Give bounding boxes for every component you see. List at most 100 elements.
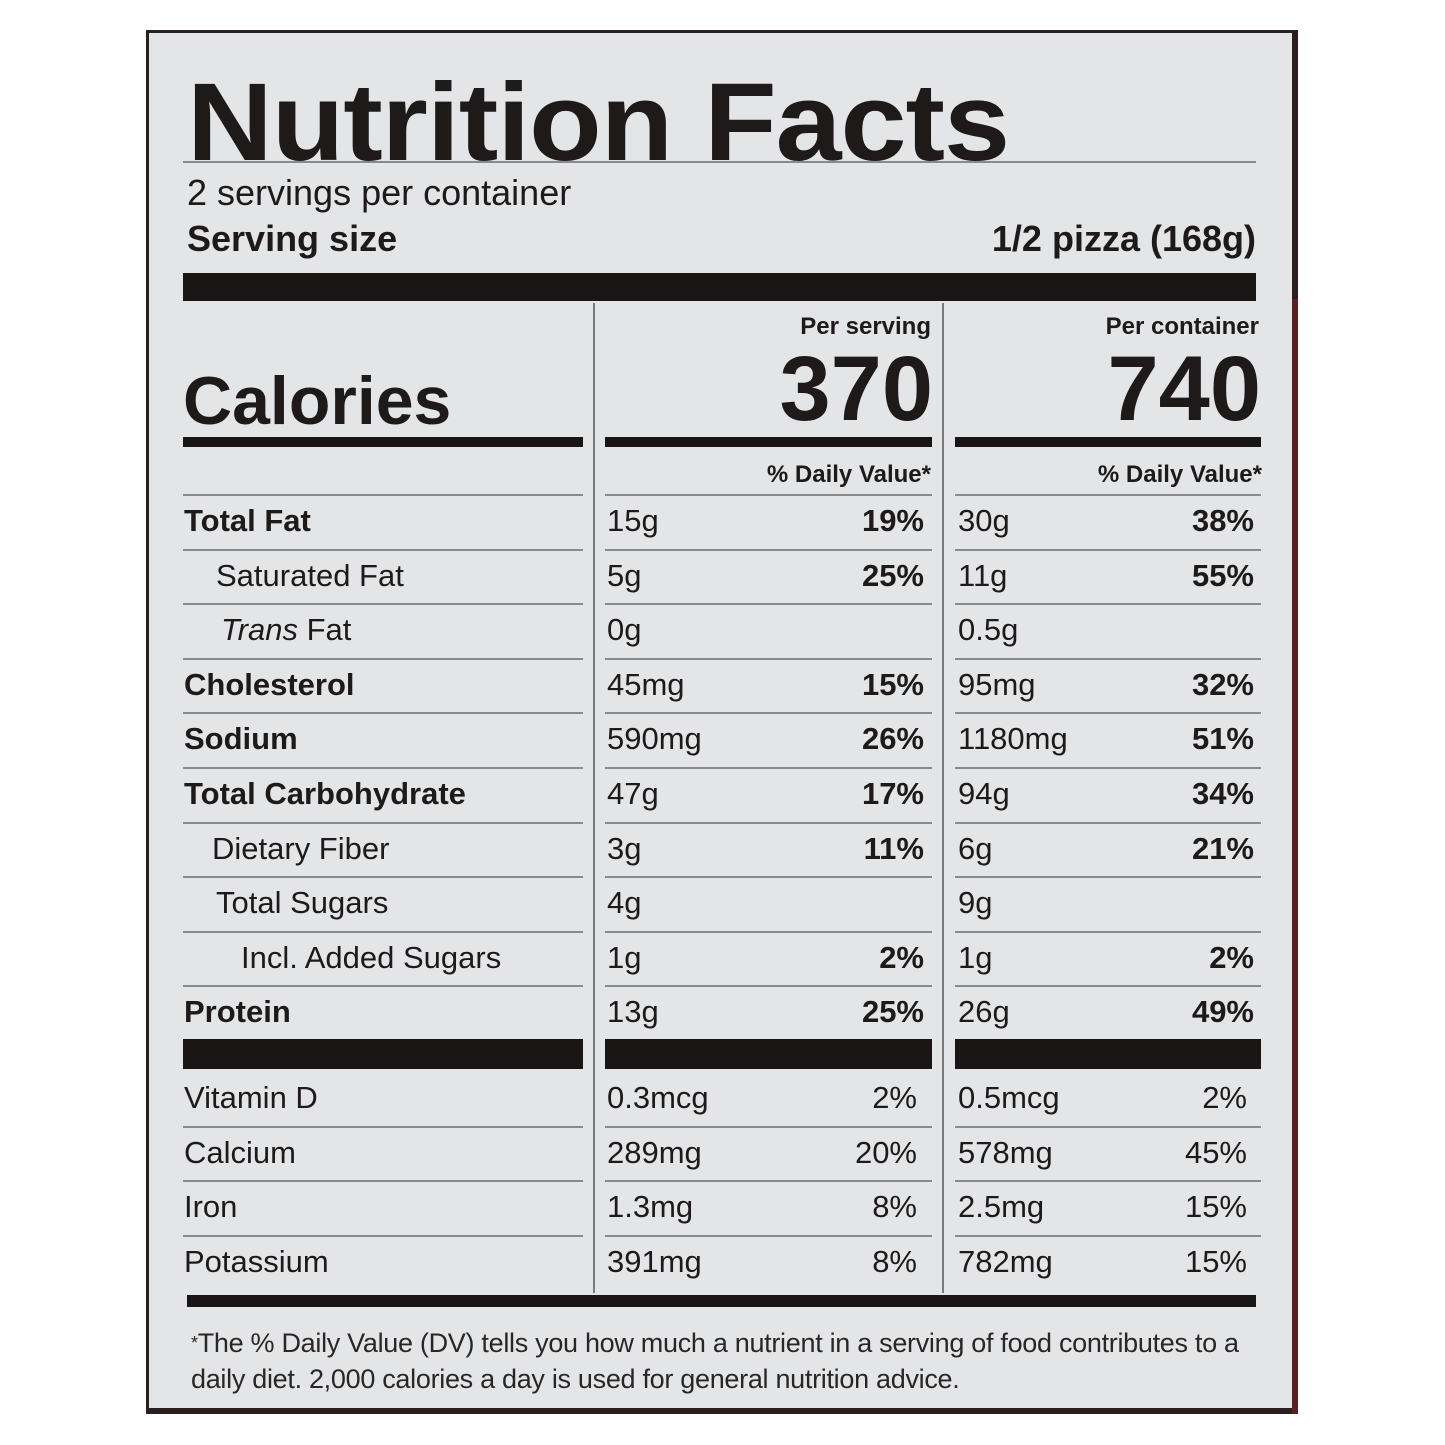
- container-amount: 2.5mg: [958, 1189, 1045, 1225]
- serving-amount: 0g: [607, 612, 642, 648]
- dv-header-container: % Daily Value*: [1097, 461, 1262, 488]
- nutrient-name: Total Carbohydrate: [184, 776, 466, 811]
- container-dv: 2%: [1202, 1080, 1247, 1115]
- container-amount: 782mg: [958, 1243, 1053, 1279]
- container-dv: 15%: [1184, 1243, 1247, 1279]
- serving-amount: 15g: [607, 503, 659, 538]
- nutrient-name: Dietary Fiber: [212, 830, 390, 866]
- calories-bar-1: [183, 437, 583, 447]
- nutrient-name: Trans Fat: [221, 612, 352, 648]
- calories-per-serving: 370: [779, 338, 934, 440]
- serving-size-value: 1/2 pizza (168g): [991, 218, 1256, 259]
- calories-bar-2: [605, 437, 932, 447]
- serving-amount: 3g: [607, 830, 642, 866]
- nutrient-row-dietary-fiber: Dietary Fiber 3g 11% 6g 21%: [149, 824, 1292, 879]
- serving-amount: 0.3mcg: [607, 1080, 709, 1115]
- container-dv: 38%: [1191, 503, 1254, 538]
- nutrient-name: Sodium: [184, 721, 298, 757]
- footnote-divider-bar: [187, 1295, 1256, 1307]
- serving-amount: 47g: [607, 776, 659, 811]
- nutrient-table: Total Fat 15g 19% 30g 38% Saturated Fat …: [149, 496, 1292, 1042]
- container-amount: 0.5mcg: [958, 1080, 1060, 1115]
- footnote-text: The % Daily Value (DV) tells you how muc…: [191, 1328, 1239, 1394]
- container-amount: 1g: [958, 939, 993, 975]
- dv-divider-1: [183, 494, 583, 496]
- nutrient-row-saturated-fat: Saturated Fat 5g 25% 11g 55%: [149, 551, 1292, 606]
- container-amount: 95mg: [958, 666, 1036, 702]
- container-amount: 94g: [958, 776, 1010, 811]
- container-amount: 578mg: [958, 1134, 1053, 1170]
- serving-dv: 8%: [872, 1189, 917, 1225]
- per-serving-header: Per serving: [800, 313, 931, 340]
- serving-dv: 25%: [861, 994, 924, 1030]
- vitamin-bar-1: [183, 1039, 583, 1069]
- nutrient-row-total-sugars: Total Sugars 4g 9g: [149, 878, 1292, 933]
- vitamin-name: Potassium: [184, 1243, 329, 1279]
- serving-amount: 13g: [607, 994, 659, 1030]
- container-dv: 45%: [1184, 1134, 1247, 1170]
- nutrient-name: Cholesterol: [184, 666, 355, 702]
- container-amount: 0.5g: [958, 612, 1019, 648]
- serving-dv: 2%: [872, 1080, 917, 1115]
- serving-dv: 2%: [879, 939, 924, 975]
- container-amount: 6g: [958, 830, 993, 866]
- column-separator-2: [942, 303, 944, 1293]
- vitamin-name: Vitamin D: [184, 1080, 318, 1115]
- container-amount: 11g: [958, 557, 1008, 593]
- container-dv: 34%: [1191, 776, 1254, 811]
- serving-amount: 1.3mg: [607, 1189, 694, 1225]
- container-dv: 51%: [1191, 721, 1254, 757]
- label-title: Nutrition Facts: [187, 61, 1010, 184]
- footnote: *The % Daily Value (DV) tells you how mu…: [191, 1325, 1281, 1397]
- container-dv: 15%: [1184, 1189, 1247, 1225]
- nutrient-name: Total Sugars: [216, 885, 389, 921]
- serving-dv: 8%: [872, 1243, 917, 1279]
- nutrient-row-trans-fat: Trans Fat 0g 0.5g: [149, 605, 1292, 660]
- serving-amount: 590mg: [607, 721, 702, 757]
- dv-header-serving: % Daily Value*: [766, 461, 931, 488]
- nutrient-row-protein: Protein 13g 25% 26g 49%: [149, 987, 1292, 1042]
- container-dv: 2%: [1209, 939, 1254, 975]
- calories-bar-3: [955, 437, 1261, 447]
- per-container-header: Per container: [1105, 313, 1259, 340]
- serving-divider-bar: [183, 273, 1256, 301]
- container-dv: 55%: [1191, 557, 1254, 593]
- nutrition-facts-label: Nutrition Facts 2 servings per container…: [146, 30, 1298, 1414]
- calories-per-container: 740: [1107, 338, 1262, 440]
- nutrient-row-cholesterol: Cholesterol 45mg 15% 95mg 32%: [149, 660, 1292, 715]
- dv-divider-2: [605, 494, 932, 496]
- nutrient-row-total-fat: Total Fat 15g 19% 30g 38%: [149, 496, 1292, 551]
- servings-per-container: 2 servings per container: [187, 172, 572, 213]
- nutrient-row-total-carbohydrate: Total Carbohydrate 47g 17% 94g 34%: [149, 769, 1292, 824]
- calories-label: Calories: [183, 363, 452, 439]
- container-amount: 9g: [958, 885, 993, 921]
- serving-amount: 391mg: [607, 1243, 702, 1279]
- vitamin-row-potassium: Potassium 391mg 8% 782mg 15%: [149, 1237, 1292, 1292]
- vitamin-bar-2: [605, 1039, 932, 1069]
- serving-amount: 4g: [607, 885, 642, 921]
- serving-amount: 289mg: [607, 1134, 702, 1170]
- nutrient-row-added-sugars: Incl. Added Sugars 1g 2% 1g 2%: [149, 933, 1292, 988]
- dv-divider-3: [955, 494, 1261, 496]
- nutrient-name: Saturated Fat: [216, 557, 404, 593]
- serving-amount: 1g: [607, 939, 642, 975]
- container-amount: 30g: [958, 503, 1010, 538]
- serving-dv: 25%: [861, 557, 924, 593]
- vitamin-name: Iron: [184, 1189, 238, 1225]
- serving-dv: 19%: [861, 503, 924, 538]
- container-amount: 1180mg: [958, 721, 1068, 757]
- container-amount: 26g: [958, 994, 1010, 1030]
- serving-dv: 17%: [861, 776, 924, 811]
- vitamin-table: Vitamin D 0.3mcg 2% 0.5mcg 2% Calcium 28…: [149, 1073, 1292, 1293]
- vitamin-row-vitamin-d: Vitamin D 0.3mcg 2% 0.5mcg 2%: [149, 1073, 1292, 1128]
- vitamin-name: Calcium: [184, 1134, 296, 1170]
- nutrient-name: Incl. Added Sugars: [241, 939, 502, 975]
- nutrient-row-sodium: Sodium 590mg 26% 1180mg 51%: [149, 714, 1292, 769]
- serving-dv: 20%: [854, 1134, 917, 1170]
- serving-size-label: Serving size: [187, 218, 398, 259]
- serving-dv: 15%: [861, 666, 924, 702]
- column-separator-1: [593, 303, 595, 1293]
- vitamin-bar-3: [955, 1039, 1261, 1069]
- vitamin-row-calcium: Calcium 289mg 20% 578mg 45%: [149, 1128, 1292, 1183]
- nutrient-name: Total Fat: [184, 503, 311, 538]
